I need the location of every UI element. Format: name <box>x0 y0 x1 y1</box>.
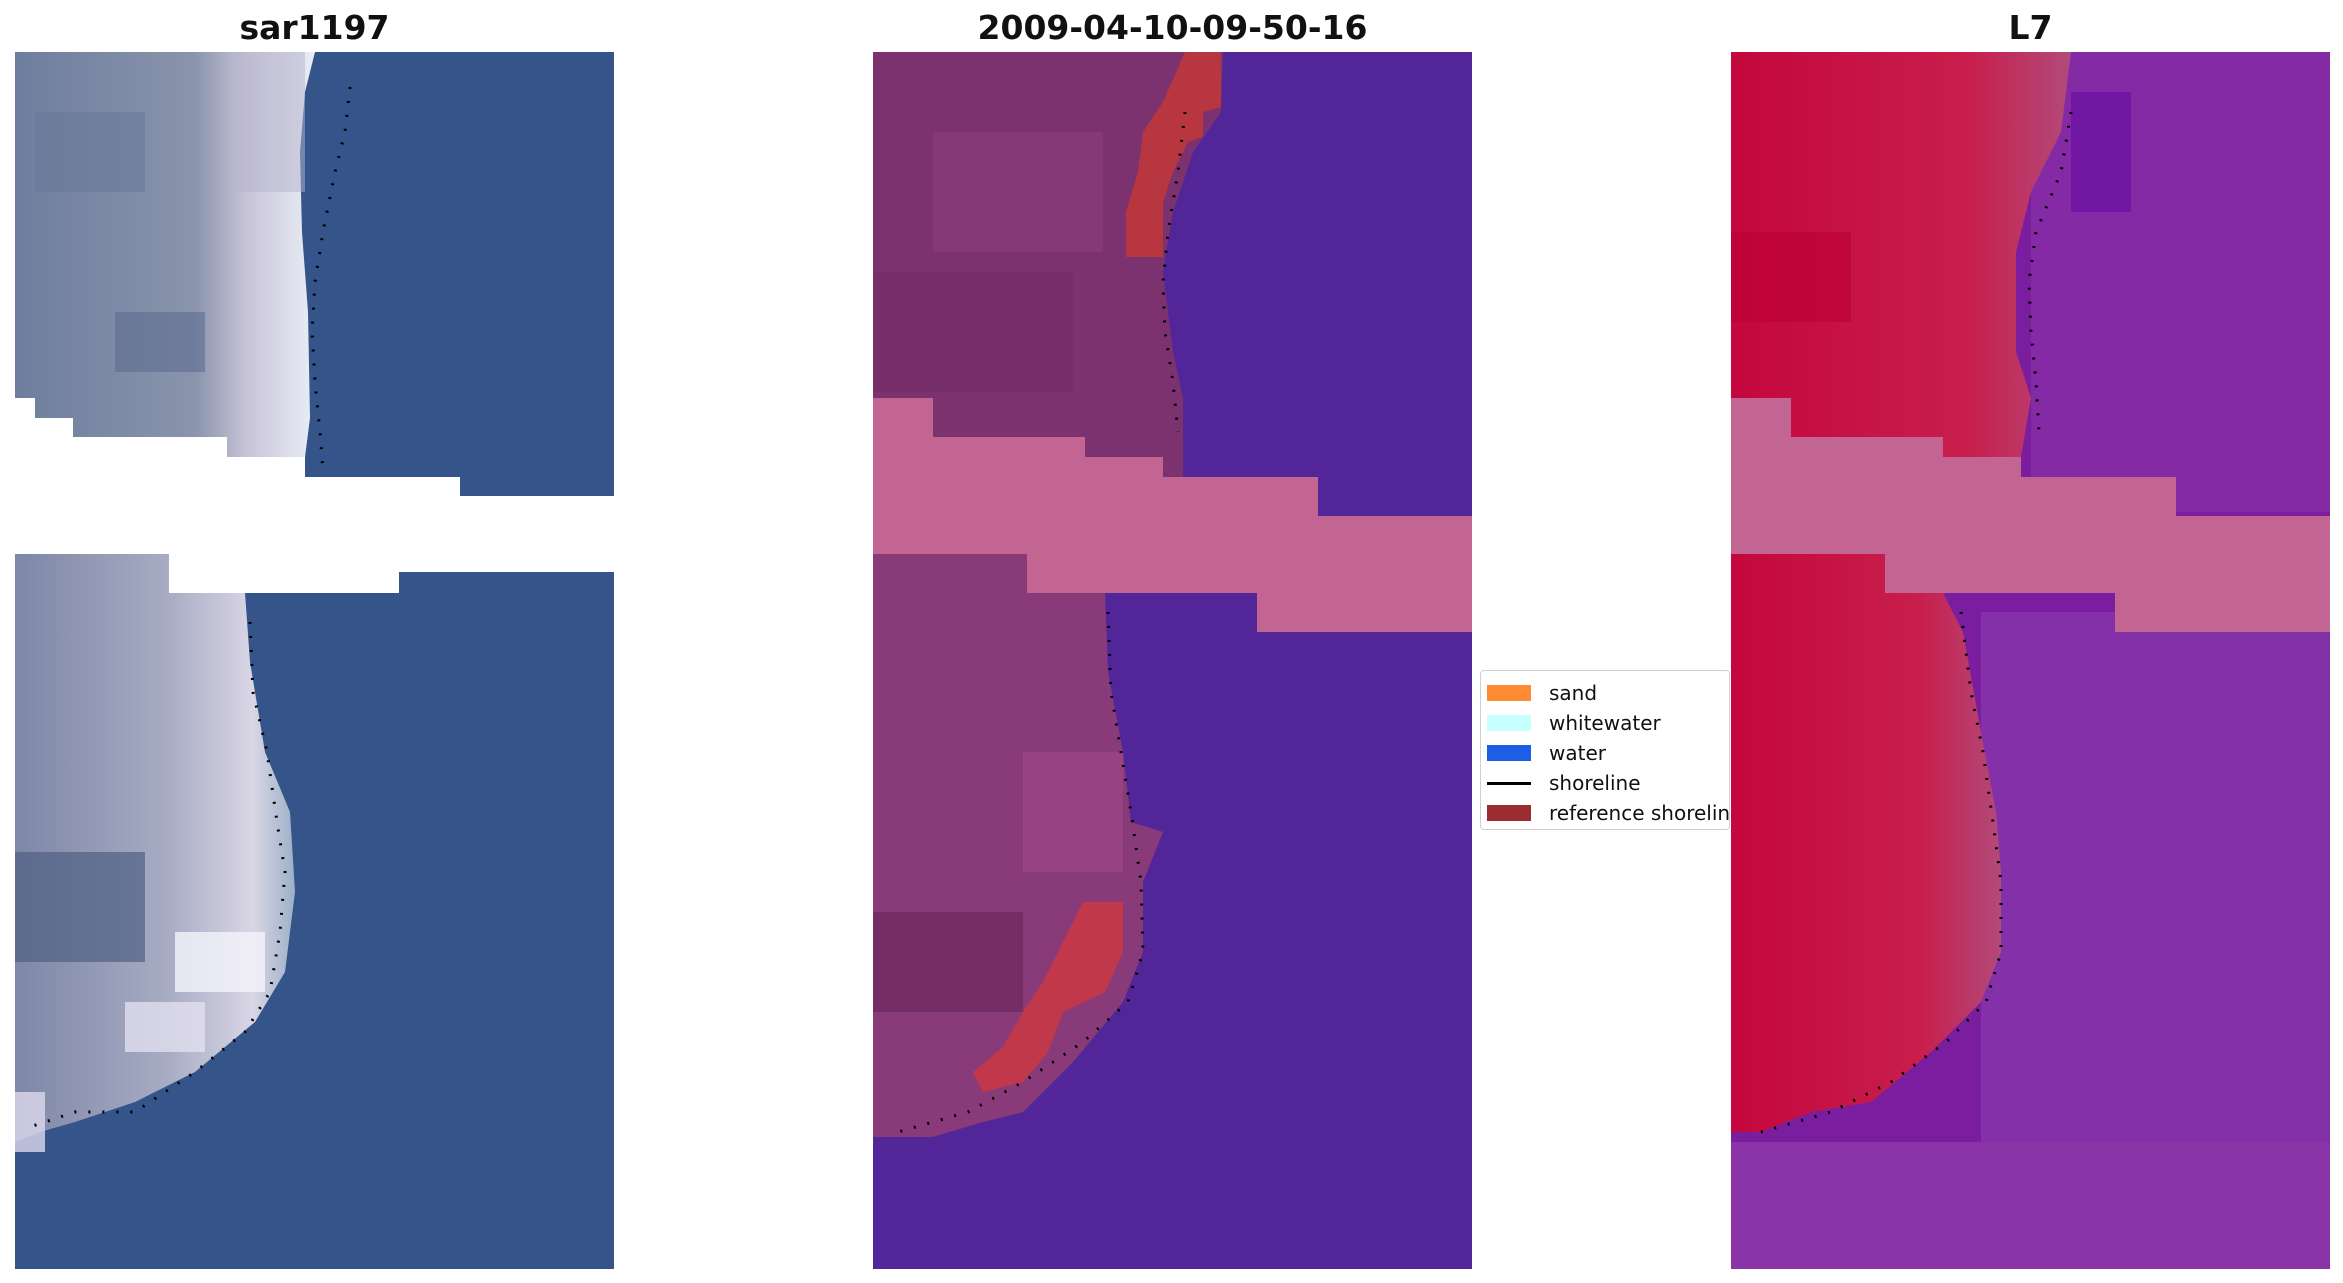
legend-label: reference shoreline <box>1549 801 1730 825</box>
legend-item-reference-shoreline: reference shoreline <box>1487 799 1730 827</box>
sand-swatch <box>1487 685 1531 701</box>
panel-title-false-color: L7 <box>2008 8 2053 47</box>
legend-item-water: water <box>1487 739 1606 767</box>
legend-label: sand <box>1549 681 1598 705</box>
false-color-image <box>1731 52 2330 1269</box>
legend-item-sand: sand <box>1487 679 1597 707</box>
panel-title-rgb: sar1197 <box>239 8 390 47</box>
legend-label: whitewater <box>1549 711 1661 735</box>
water-swatch <box>1487 745 1531 761</box>
rgb-satellite-image <box>15 52 614 1269</box>
legend-label: water <box>1549 741 1606 765</box>
legend: sand whitewater water shoreline referenc… <box>1480 670 1730 830</box>
legend-label: shoreline <box>1549 771 1641 795</box>
legend-item-whitewater: whitewater <box>1487 709 1661 737</box>
shoreline-line-icon <box>1487 781 1531 785</box>
panel-title-classified: 2009-04-10-09-50-16 <box>977 8 1368 47</box>
classified-image <box>873 52 1472 1269</box>
legend-item-shoreline: shoreline <box>1487 769 1641 797</box>
whitewater-swatch <box>1487 715 1531 731</box>
reference-shoreline-swatch <box>1487 805 1531 821</box>
